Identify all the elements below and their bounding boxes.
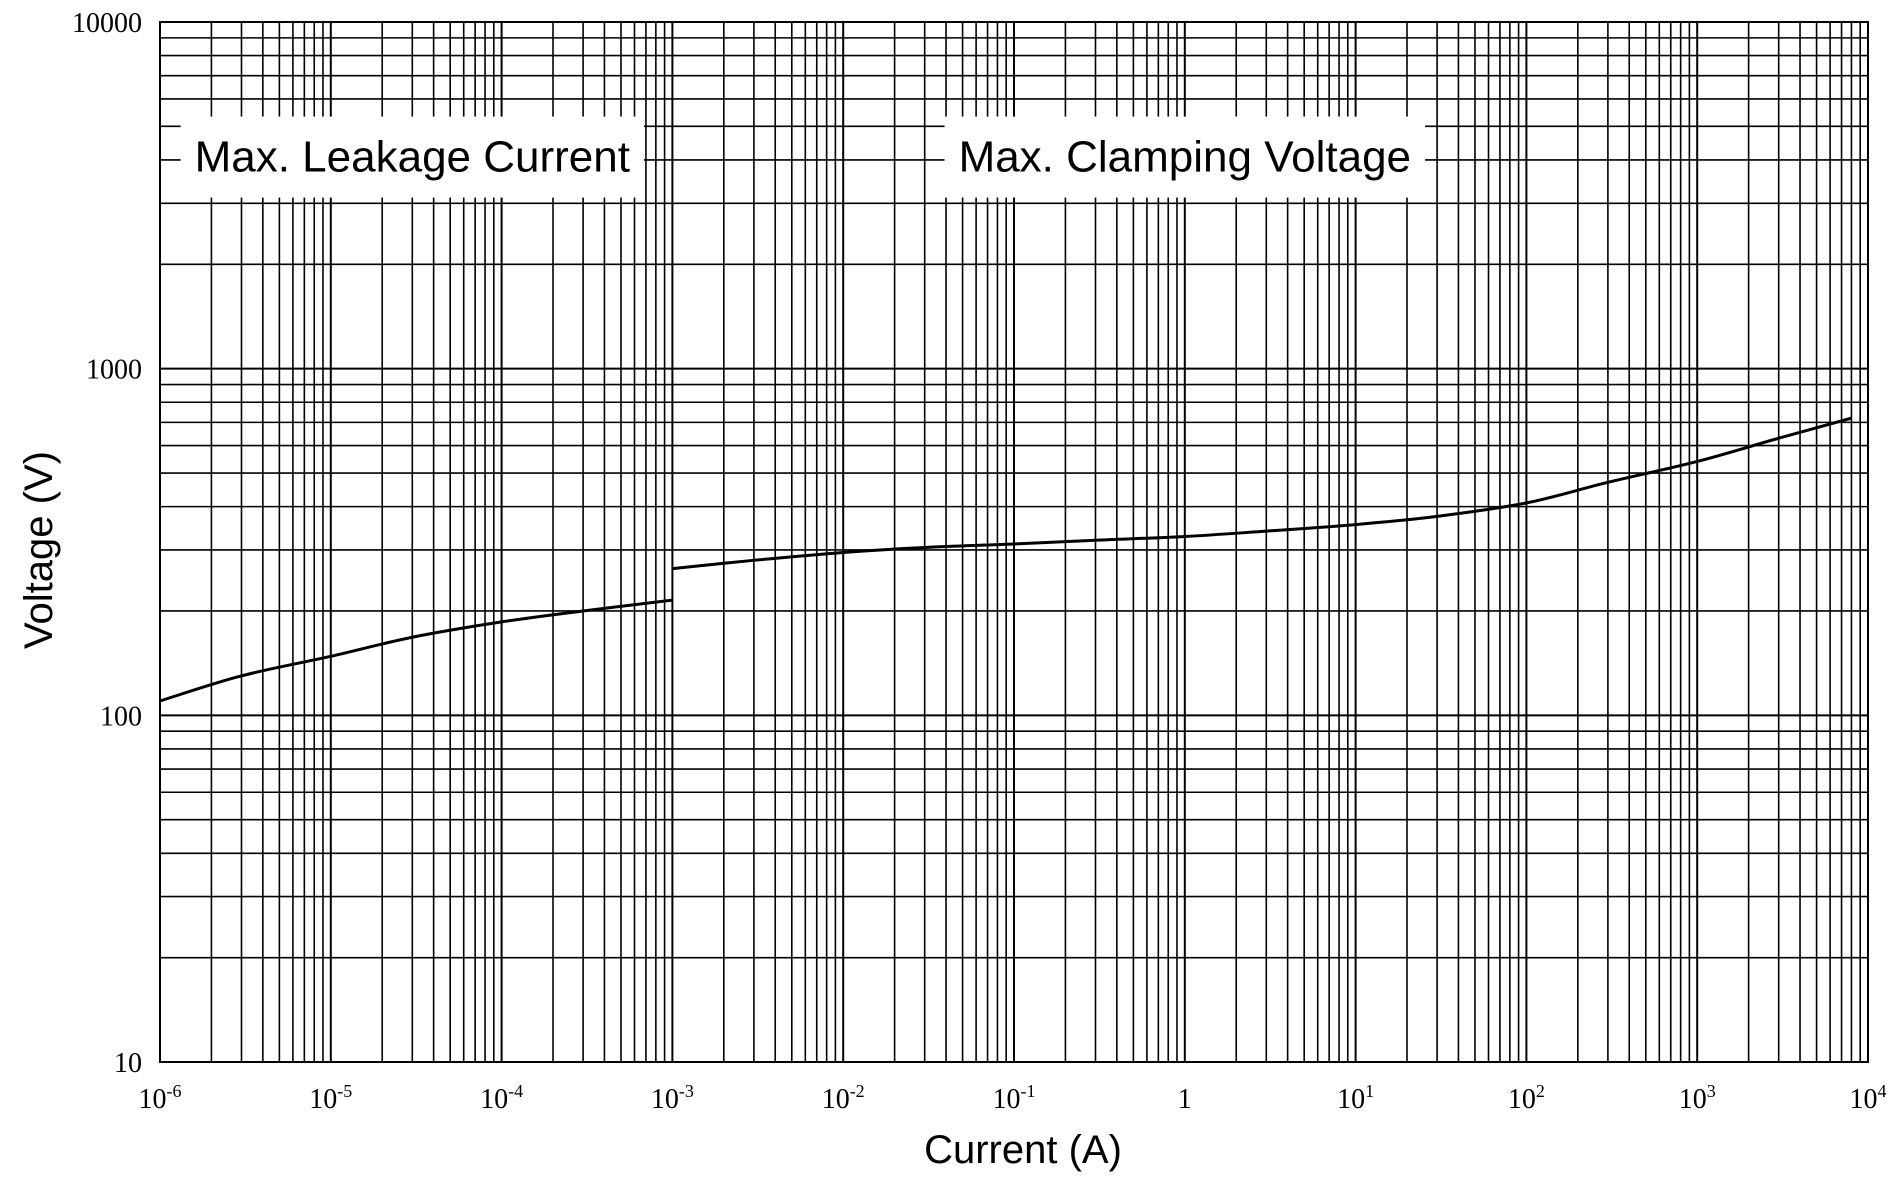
x-tick-label: 10-6 [139, 1081, 182, 1115]
x-tick-labels: 10-6 10-5 10-4 10-3 10-2 10-1 1 101 102 103 104 [139, 1081, 1887, 1115]
x-tick-label: 1 [1178, 1084, 1192, 1115]
y-axis-title: Voltage (V) [17, 451, 61, 649]
annotation-box [944, 116, 1426, 198]
x-tick-label: 101 [1337, 1081, 1374, 1115]
series-line-1 [159, 598, 673, 703]
y-tick-label: 10000 [72, 8, 142, 39]
x-tick-label: 10-3 [651, 1081, 694, 1115]
annotation-label: Max. Clamping Voltage [959, 133, 1411, 182]
x-tick-label: 10-2 [822, 1081, 865, 1115]
annotations: Max. Leakage Current Max. Clamping Voltag… [180, 116, 1426, 198]
plot-frame [159, 21, 1869, 1063]
annotation-label: Max. Leakage Current [195, 133, 630, 182]
y-tick-label: 1000 [86, 355, 142, 386]
x-tick-label: 10-1 [993, 1081, 1036, 1115]
x-tick-label: 102 [1508, 1081, 1545, 1115]
y-tick-label: 10 [114, 1048, 142, 1079]
x-axis-title: Current (A) [924, 1128, 1122, 1172]
x-tick-label: 103 [1679, 1081, 1716, 1115]
x-tick-label: 10-5 [309, 1081, 352, 1115]
x-tick-label: 10-4 [480, 1081, 523, 1115]
series-line-2 [672, 416, 1852, 571]
y-tick-labels: 10 100 1000 10000 [72, 8, 142, 1079]
y-tick-label: 100 [100, 701, 142, 732]
annotation-box [180, 116, 644, 198]
x-tick-label: 104 [1850, 1081, 1887, 1115]
series [159, 416, 1852, 703]
